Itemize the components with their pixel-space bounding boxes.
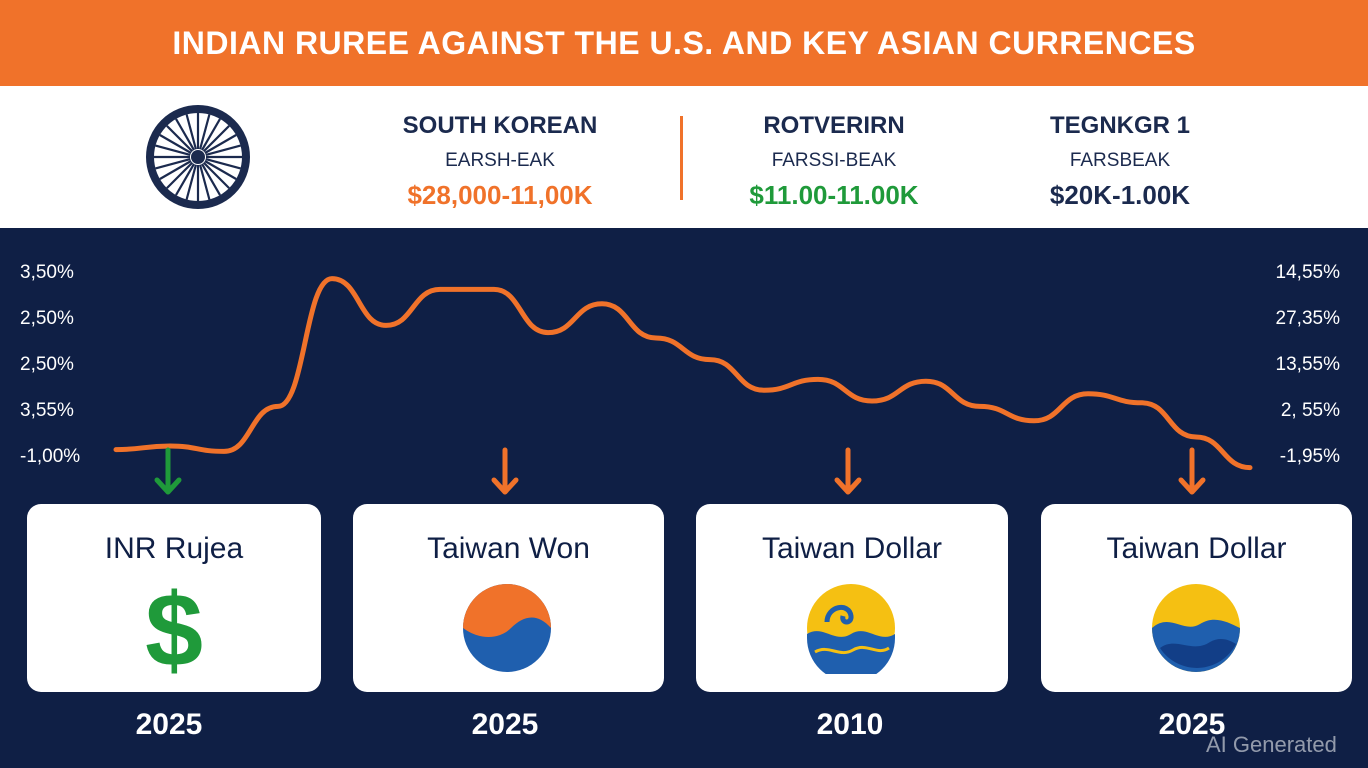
chakra-spoke	[159, 160, 192, 180]
year-label: 2025	[1158, 708, 1226, 741]
chakra-spoke	[202, 161, 230, 189]
y-right-tick: 13,55%	[1275, 354, 1340, 375]
down-arrow-icon	[834, 447, 862, 495]
down-arrow-icon	[154, 447, 182, 495]
ashoka-chakra-icon	[146, 105, 250, 209]
currency-card-taiwan-dollar: Taiwan Dollar	[696, 504, 1008, 692]
chakra-spoke	[175, 118, 195, 151]
chakra-spoke	[204, 160, 237, 180]
y-right-tick: 14,55%	[1275, 262, 1340, 283]
chakra-spoke	[199, 114, 211, 150]
dollar-sign-icon: $	[145, 582, 203, 674]
year-label: 2010	[816, 708, 884, 741]
korean-taegeuk-icon	[463, 584, 551, 672]
y-right-tick: 27,35%	[1275, 308, 1340, 329]
title-banner: INDIAN RUREE AGAINST THE U.S. AND KEY AS…	[0, 0, 1368, 86]
wave-coin-icon	[807, 584, 895, 674]
y-left-tick: -1,00%	[20, 446, 81, 467]
card-title: INR Rujea	[104, 532, 244, 565]
wave-coin-icon	[1152, 584, 1240, 672]
stat-title: ROTVERIRN	[763, 112, 905, 139]
y-left-tick: 3,50%	[20, 262, 74, 283]
chakra-spoke	[166, 161, 194, 189]
line-chart	[113, 276, 1253, 495]
stat-title: SOUTH KOREAN	[402, 112, 598, 139]
stat-range: $11.00-11.00K	[749, 180, 919, 210]
currency-card-inr: INR Rujea $	[27, 504, 321, 692]
stat-rotverirn: ROTVERIRN FARSSI-BEAK $11.00-11.00K	[712, 112, 956, 211]
stat-tegnkgr: TEGNKGR 1 FARSBEAK $20K-1.00K	[1002, 112, 1238, 211]
card-title: Taiwan Won	[427, 532, 590, 565]
y-right-tick: 2, 55%	[1280, 400, 1340, 421]
chakra-spoke	[202, 125, 230, 153]
stat-title: TEGNKGR 1	[1049, 112, 1190, 139]
y-left-tick: 3,55%	[20, 400, 74, 421]
stat-divider	[680, 116, 683, 200]
chakra-spoke	[155, 144, 191, 156]
stat-south-korean: SOUTH KOREAN EARSH-EAK $28,000-11,00K	[378, 112, 622, 211]
currency-card-taiwan-won: Taiwan Won	[353, 504, 664, 692]
stat-range: $20K-1.00K	[1049, 180, 1191, 210]
stat-subtitle: EARSH-EAK	[445, 150, 555, 171]
stat-subtitle: FARSBEAK	[1069, 150, 1171, 171]
y-left-tick: 2,50%	[20, 308, 74, 329]
stat-subtitle: FARSSI-BEAK	[771, 150, 897, 171]
card-title: Taiwan Dollar	[1106, 532, 1287, 565]
chakra-spoke	[166, 125, 194, 153]
chakra-spoke	[185, 164, 197, 200]
chakra-spoke	[204, 134, 237, 154]
watermark: AI Generated	[1206, 732, 1337, 757]
chakra-spoke	[175, 163, 195, 196]
chakra-spoke	[201, 163, 221, 196]
down-arrow-icon	[1178, 447, 1206, 495]
y-right-tick: -1,95%	[1279, 446, 1340, 467]
svg-text:$: $	[145, 582, 203, 674]
y-left-tick: 2,50%	[20, 354, 74, 375]
year-label: 2025	[135, 708, 203, 741]
page-title: INDIAN RUREE AGAINST THE U.S. AND KEY AS…	[172, 24, 1196, 61]
chakra-spoke	[205, 158, 241, 170]
card-title: Taiwan Dollar	[761, 532, 943, 565]
stat-range: $28,000-11,00K	[407, 180, 593, 210]
chakra-spoke	[155, 158, 191, 170]
chakra-spoke	[205, 144, 241, 156]
chakra-spoke	[201, 118, 221, 151]
down-arrow-icon	[491, 447, 519, 495]
chakra-spoke	[199, 164, 211, 200]
currency-card-taiwan-dollar: Taiwan Dollar	[1041, 504, 1352, 692]
series-line	[113, 276, 1253, 471]
chakra-spoke	[185, 114, 197, 150]
year-label: 2025	[471, 708, 539, 741]
chakra-spoke	[159, 134, 192, 154]
